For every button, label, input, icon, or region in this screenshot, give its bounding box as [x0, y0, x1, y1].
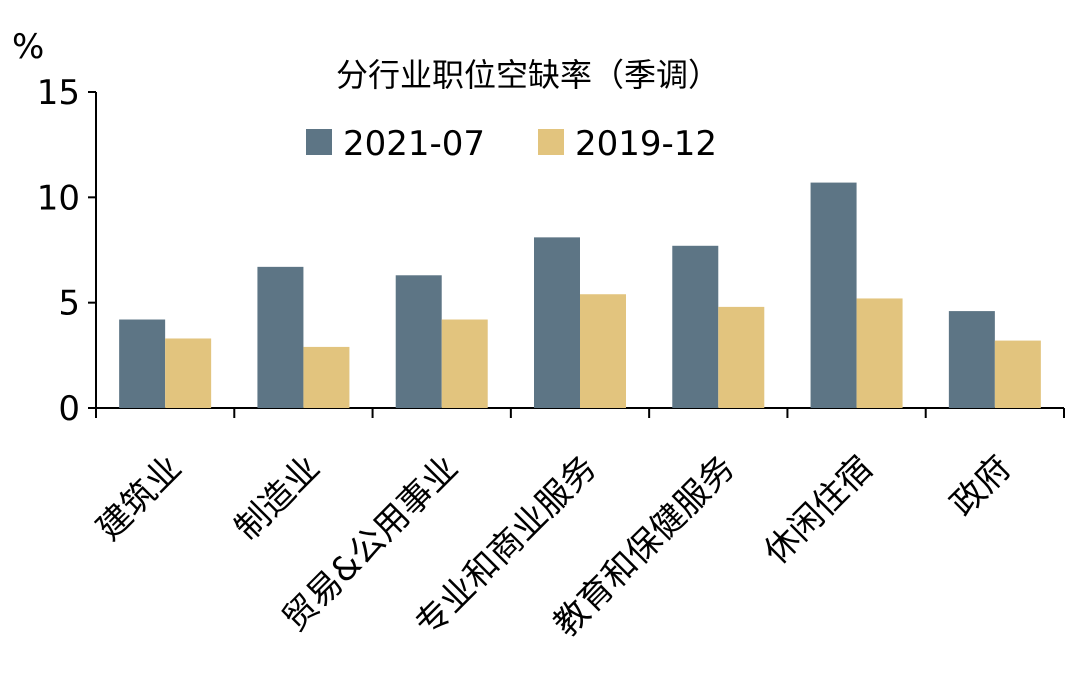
y-tick-label: 10	[37, 178, 80, 218]
y-axis-unit: %	[12, 27, 44, 67]
x-category-label: 政府	[943, 448, 1019, 524]
bar-2019-12-建筑业	[165, 338, 212, 408]
legend-swatch-2021-07	[306, 129, 332, 155]
bar-2021-07-贸易&公用事业	[395, 275, 442, 408]
legend: 2021-07 2019-12	[306, 124, 717, 164]
y-tick-label: 5	[58, 284, 80, 324]
bar-2019-12-贸易&公用事业	[441, 319, 488, 408]
bar-2019-12-专业和商业服务	[580, 294, 626, 408]
x-category-label: 建筑业	[89, 448, 189, 548]
bar-2019-12-政府	[994, 340, 1041, 408]
chart-title: 分行业职位空缺率（季调）	[336, 56, 720, 94]
legend-swatch-2019-12	[538, 129, 564, 155]
bar-2021-07-制造业	[257, 266, 304, 408]
x-category-label: 制造业	[227, 448, 327, 548]
bar-2021-07-政府	[948, 311, 995, 408]
legend-label: 2019-12	[575, 124, 717, 164]
bars	[119, 182, 1041, 408]
bar-2021-07-建筑业	[119, 319, 166, 408]
bar-2021-07-专业和商业服务	[534, 237, 580, 408]
x-category-label: 休闲住宿	[756, 448, 880, 572]
bar-2019-12-教育和保健服务	[718, 306, 765, 408]
legend-label: 2021-07	[343, 124, 485, 164]
bar-2021-07-教育和保健服务	[672, 245, 719, 408]
y-tick-label: 0	[58, 389, 80, 429]
y-tick-label: 15	[37, 73, 80, 113]
bar-2019-12-制造业	[303, 346, 350, 408]
bar-2019-12-休闲住宿	[856, 298, 903, 408]
bar-2021-07-休闲住宿	[810, 182, 857, 408]
